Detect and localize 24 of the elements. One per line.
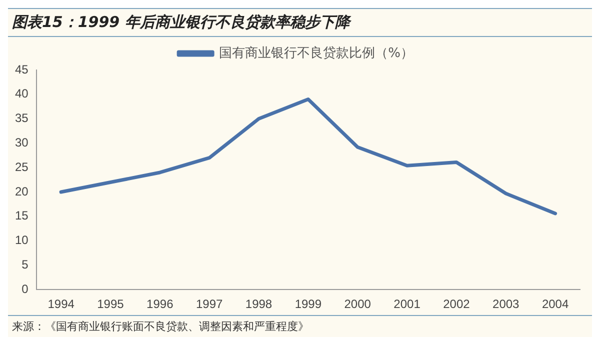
x-tick-label: 1998 (245, 297, 272, 312)
x-tick-label: 2002 (443, 297, 470, 312)
y-tick-label: 10 (14, 233, 29, 248)
x-tick-label: 2004 (542, 297, 569, 312)
y-tick-label: 0 (22, 282, 29, 296)
x-tick-label: 1997 (196, 297, 223, 312)
y-tick-label: 30 (14, 136, 29, 150)
y-tick-label: 5 (22, 258, 29, 272)
y-tick-label: 25 (14, 160, 29, 174)
x-tick-label: 2001 (394, 297, 421, 312)
source-note: 来源：《国有商业银行账面不良贷款、调整因素和严重程度》 (12, 319, 310, 334)
y-tick-label: 45 (14, 62, 29, 76)
chart-title: 图表15：1999 年后商业银行不良贷款率稳步下降 (8, 8, 592, 37)
x-tick-label: 1995 (97, 297, 124, 312)
y-tick-label: 20 (14, 184, 29, 198)
y-tick-label: 35 (14, 111, 29, 126)
x-tick-label: 1996 (146, 297, 174, 312)
x-tick-label: 2000 (344, 297, 372, 312)
x-tick-label: 1994 (48, 297, 75, 312)
y-tick-label: 40 (14, 86, 29, 101)
y-tick-label: 15 (14, 208, 29, 223)
x-tick-label: 1999 (294, 297, 322, 312)
legend-label: 国有商业银行不良贷款比例（%） (219, 46, 414, 61)
x-tick-label: 2003 (492, 297, 520, 312)
